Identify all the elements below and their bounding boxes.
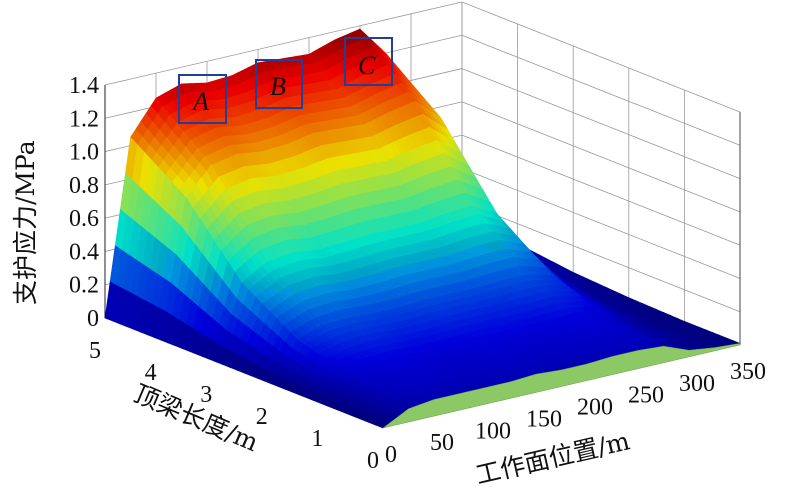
z-tick-label: 1.0 [69,140,99,166]
surface-underside [382,343,741,429]
y-tick-label: 4 [145,360,157,386]
z-tick-label: 0.6 [69,206,99,232]
x-tick-label: 300 [679,371,715,397]
annotation-box-c [344,37,393,86]
x-tick-label: 350 [730,359,766,385]
grid-line [461,1,741,113]
z-tick-label: 0.4 [69,239,99,265]
x-tick-label: 50 [430,430,454,456]
x-tick-label: 0 [385,442,397,468]
annotation-label-c: C [358,51,376,80]
z-tick-label: 0 [87,306,99,332]
z-axis-label: 支护应力/MPa [11,140,40,305]
grid-line [461,101,741,213]
y-tick-label: 1 [311,426,323,452]
annotations: A B C [178,37,393,124]
z-tick-label: 0.8 [69,173,99,199]
x-tick-label: 200 [577,395,613,421]
annotation-box-b [255,59,303,109]
y-tick-label: 5 [89,338,101,364]
z-tick-label: 0.2 [69,273,99,299]
y-tick-label: 2 [256,404,268,430]
y-tick-label: 3 [200,382,212,408]
y-tick-label: 0 [367,448,379,474]
y-axis-label: 顶梁长度/m [130,379,263,457]
surface [104,28,742,429]
z-tick-label: 1.2 [69,106,99,132]
annotation-label-b: B [270,72,286,101]
z-tick-label: 1.4 [69,73,99,99]
x-tick-label: 250 [628,383,664,409]
x-tick-label: 100 [475,418,511,444]
grid-line [104,1,463,86]
grid-line [461,201,741,313]
x-tick-label: 150 [526,406,562,432]
grid-line [461,34,741,146]
grid-line [461,134,741,246]
annotation-label-a: A [191,87,209,116]
grid-line [461,168,741,279]
annotation-box-a [178,74,227,124]
grid-line [461,68,741,179]
